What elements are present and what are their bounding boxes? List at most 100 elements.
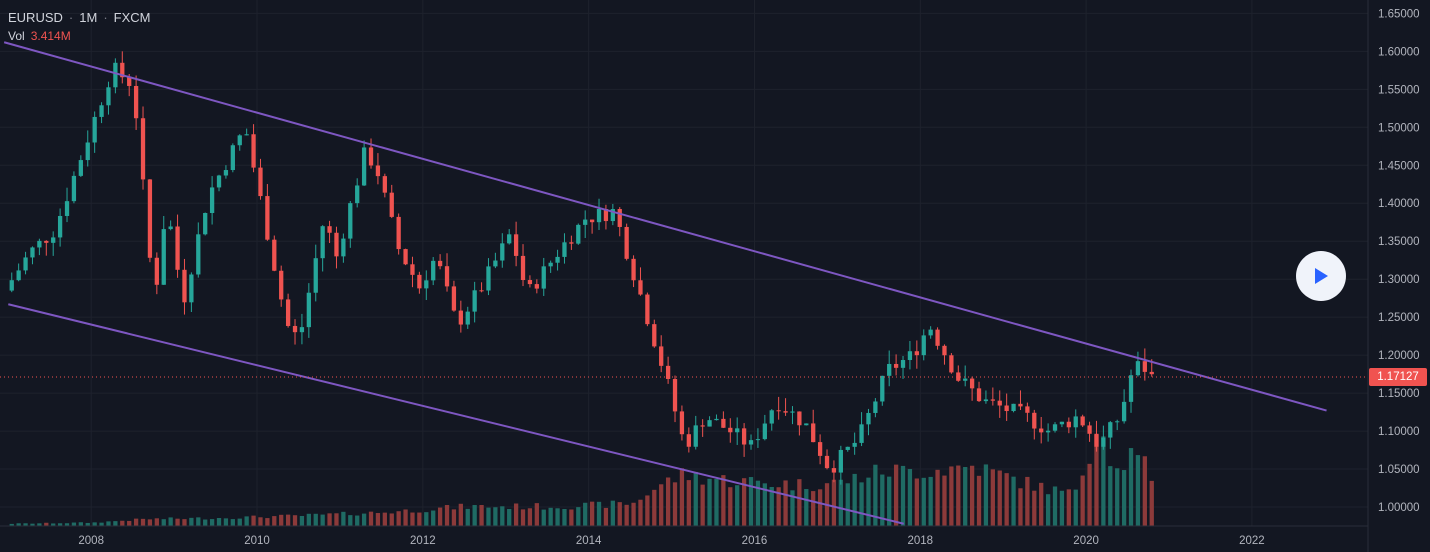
candle-body <box>990 399 995 401</box>
candle-body <box>963 378 968 381</box>
candle-body <box>299 327 305 333</box>
volume-bar <box>1011 476 1016 526</box>
candle-body <box>113 62 118 88</box>
candle-body <box>500 243 505 261</box>
volume-bar <box>203 519 208 526</box>
volume-bar <box>1018 488 1023 526</box>
volume-bar <box>617 502 622 526</box>
candle-body <box>672 378 678 412</box>
candle-body <box>479 290 484 292</box>
volume-bar <box>479 505 484 526</box>
volume-bar <box>1004 473 1009 526</box>
candle-body <box>1073 416 1078 428</box>
candle-body <box>1032 412 1037 429</box>
volume-bar <box>161 519 166 526</box>
volume-bar <box>417 512 422 526</box>
candle-body <box>541 266 546 289</box>
play-button[interactable] <box>1296 251 1346 301</box>
volume-bar <box>976 475 982 526</box>
volume-bar <box>935 469 940 526</box>
candle-body <box>866 412 871 425</box>
volume-bar <box>57 523 63 526</box>
volume-bar <box>403 509 408 526</box>
volume-bar <box>887 476 892 526</box>
volume-bar <box>714 478 719 526</box>
volume-bar <box>900 465 906 526</box>
volume-bar <box>956 465 961 526</box>
candle-body <box>189 274 194 303</box>
volume-bar <box>942 475 947 526</box>
current-price-label: 1.17127 <box>1369 367 1427 386</box>
volume-bar <box>762 483 767 526</box>
volume-bar <box>866 477 871 526</box>
volume-bar <box>182 519 187 526</box>
volume-bar <box>154 518 159 526</box>
candle-body <box>161 229 166 285</box>
volume-bar <box>382 512 387 526</box>
volume-bar <box>320 514 325 526</box>
candle-body <box>237 135 242 146</box>
time-axis[interactable]: 2008 2010 2012 2014 2016 2018 2020 2022 <box>0 525 1368 547</box>
volume-bar <box>583 502 588 526</box>
candle-body <box>797 411 802 426</box>
volume-bar <box>272 516 277 526</box>
x-tick-label: 2010 <box>244 535 270 547</box>
candle-body <box>292 325 298 333</box>
candle-body <box>341 238 346 257</box>
grid <box>0 0 1368 526</box>
volume-bar <box>1025 476 1030 526</box>
candle-body <box>824 455 830 469</box>
volume-bar <box>64 523 70 526</box>
volume-bar <box>997 470 1002 526</box>
candle-body <box>686 434 691 447</box>
candle-body <box>762 423 767 440</box>
candle-body <box>1004 405 1009 412</box>
candle-body <box>127 77 132 86</box>
volume-bar <box>230 519 235 526</box>
symbol-name[interactable]: EURUSD <box>8 10 63 25</box>
candle-body <box>313 258 318 293</box>
candle-body <box>1101 437 1106 447</box>
candle-body <box>389 192 394 217</box>
volume-bar <box>907 468 913 526</box>
volume-bar <box>513 503 519 526</box>
price-axis[interactable]: 1.65000 1.60000 1.55000 1.50000 1.45000 1.400… <box>1367 0 1420 552</box>
trendline[interactable] <box>8 303 904 525</box>
x-tick-label: 2020 <box>1073 535 1099 547</box>
candle-body <box>437 260 443 267</box>
y-tick-label: 1.40000 <box>1378 198 1420 210</box>
volume-bar <box>437 507 443 526</box>
volume-bar <box>355 515 360 526</box>
trendlines <box>3 41 1327 525</box>
candle-body <box>279 270 284 300</box>
exchange-label: FXCM <box>113 10 151 25</box>
volume-bar <box>1032 490 1037 526</box>
volume-bar <box>472 505 477 526</box>
volume-bar <box>852 473 857 526</box>
chart-legend: EURUSD · 1M · FXCM Vol 3.414M <box>8 9 151 45</box>
volume-bar <box>686 480 691 526</box>
interval-label[interactable]: 1M <box>79 10 98 25</box>
volume-bar <box>859 482 864 526</box>
candle-body <box>569 242 574 244</box>
volume-bar <box>880 474 885 526</box>
candle-body <box>424 280 429 289</box>
volume-bar <box>748 477 754 526</box>
candle-body <box>1149 371 1154 375</box>
candle-body <box>900 360 906 368</box>
volume-bar <box>845 483 850 526</box>
candle-body <box>168 226 173 230</box>
volume-bar <box>244 516 249 526</box>
candle-body <box>983 399 989 402</box>
trendline[interactable] <box>3 41 1327 412</box>
candle-body <box>679 411 685 435</box>
candle-body <box>859 424 864 443</box>
candle-body <box>1142 361 1147 372</box>
x-tick-label: 2008 <box>78 535 104 547</box>
volume-bar <box>741 478 747 526</box>
candle-body <box>175 226 180 270</box>
candle-body <box>700 425 705 427</box>
volume-bar <box>168 517 173 526</box>
volume-bar <box>983 464 989 526</box>
